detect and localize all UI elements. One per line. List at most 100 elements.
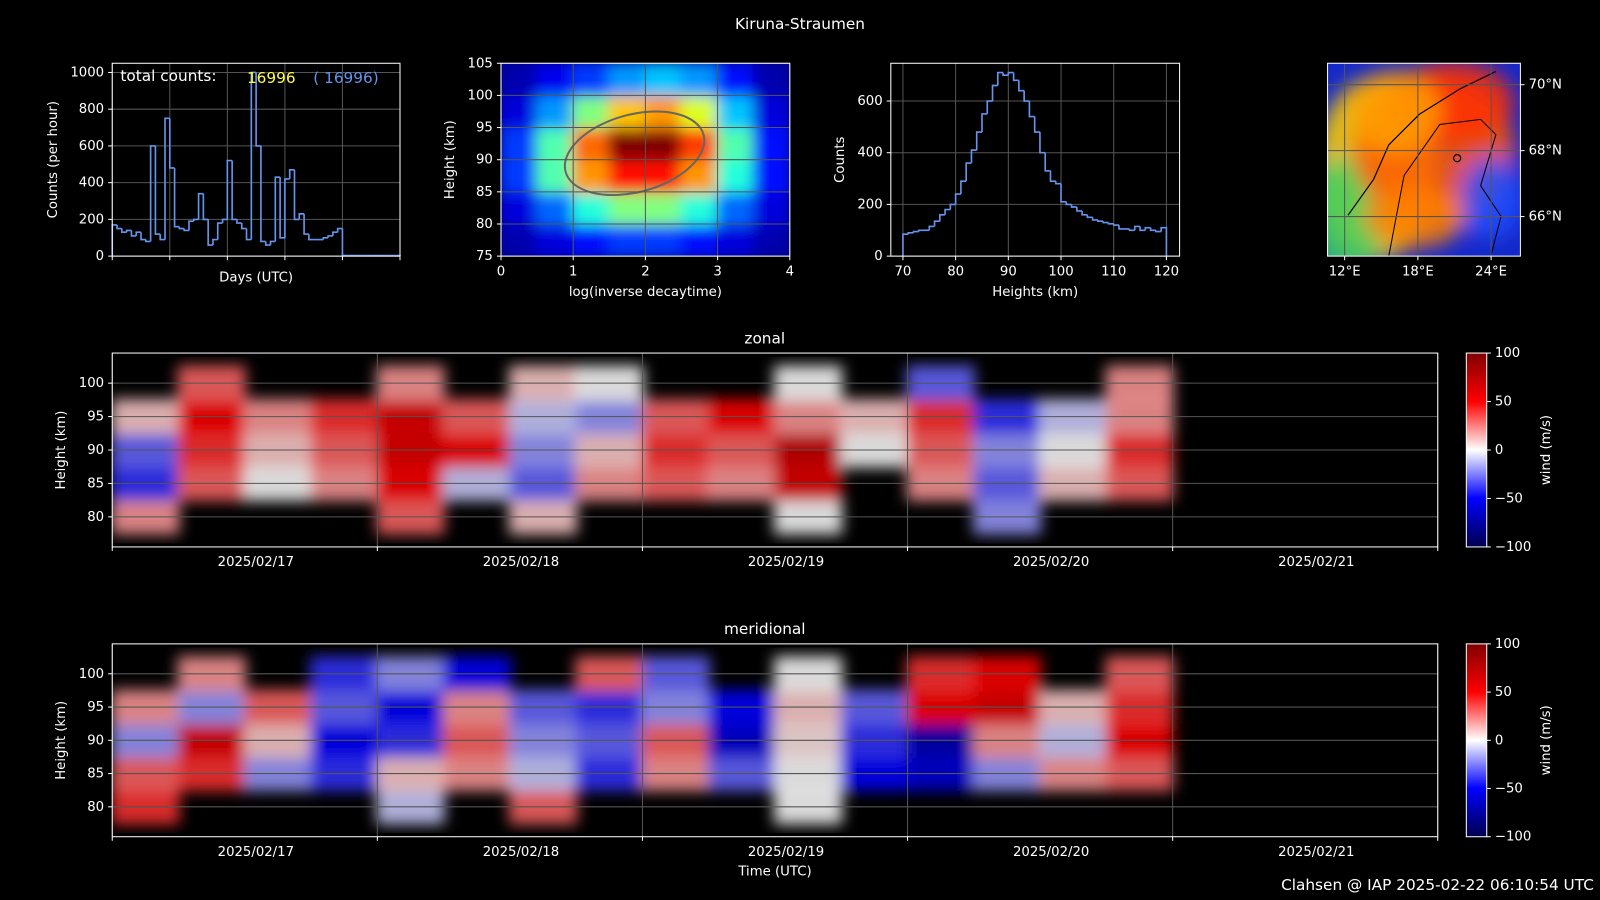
step: [245, 228, 252, 241]
step: [197, 192, 204, 220]
y-tick-label: 66°N: [1529, 210, 1562, 225]
x-tick-label: 2025/02/21: [1278, 845, 1354, 860]
y-tick-label: 1000: [70, 65, 104, 80]
colorbar: [1465, 352, 1488, 548]
y-tick-label: 85: [87, 476, 104, 491]
step: [274, 176, 281, 242]
cell: [501, 222, 539, 257]
step: [125, 229, 132, 233]
step: [269, 240, 276, 246]
y-tick-label: 0: [96, 249, 104, 264]
cell: [608, 222, 647, 257]
y-tick-label: 100: [468, 88, 493, 103]
cell: [501, 190, 539, 225]
step: [168, 118, 175, 169]
step: [1054, 181, 1062, 185]
cell: [572, 222, 611, 257]
step: [1049, 170, 1056, 182]
step: [1155, 230, 1162, 233]
plot-area: [1327, 63, 1521, 257]
step: [1012, 72, 1019, 82]
x-tick-label: 70: [894, 264, 911, 279]
x-tick-label: 24°E: [1475, 264, 1507, 279]
y-tick-label: 200: [857, 197, 882, 212]
step: [1102, 221, 1109, 224]
x-tick-label: 18°E: [1402, 264, 1434, 279]
x-tick-label: 1: [569, 264, 577, 279]
step: [260, 145, 266, 243]
x-tick-label: 2: [641, 264, 649, 279]
total-count-all: ( 16996): [313, 69, 378, 87]
cell: [716, 190, 755, 225]
step: [933, 220, 940, 227]
step: [327, 235, 333, 238]
colorbar-tick-label: 100: [1495, 346, 1520, 361]
step: [121, 228, 127, 234]
step: [149, 145, 156, 242]
y-tick-label: 600: [79, 139, 104, 154]
cell: [716, 126, 755, 161]
cell: [501, 158, 539, 193]
cell: [536, 158, 575, 193]
step: [183, 228, 189, 232]
x-axis-label: log(inverse decaytime): [569, 285, 722, 300]
colorbar-tick-label: −100: [1495, 830, 1531, 845]
step: [1097, 219, 1104, 223]
colorbar-label: wind (m/s): [1539, 415, 1554, 485]
step: [975, 131, 982, 151]
panel: 66°N 68°N 70°N 12°E 18°E 24°E: [1327, 62, 1562, 279]
step: [996, 71, 1004, 86]
y-tick-label: 800: [79, 102, 104, 117]
step: [173, 167, 180, 228]
y-tick-label: 90: [476, 153, 493, 168]
step: [1039, 132, 1046, 154]
y-tick-label: 100: [79, 667, 104, 682]
step: [960, 180, 967, 195]
y-tick-label: 600: [857, 94, 882, 109]
step: [1018, 80, 1025, 92]
step: [135, 231, 142, 236]
cell: [752, 222, 790, 257]
y-tick-label: 75: [476, 249, 493, 264]
step: [212, 238, 218, 246]
map-blob: [1349, 70, 1441, 153]
step: [303, 213, 309, 235]
colorbar-tick-label: −50: [1495, 491, 1523, 506]
step: [1133, 225, 1141, 231]
step: [1065, 201, 1072, 206]
cell: [536, 222, 575, 257]
y-tick-label: 200: [79, 212, 104, 227]
axes-frame: [890, 62, 1181, 257]
cell: [644, 190, 683, 225]
cell: [716, 94, 755, 129]
cell: [680, 63, 719, 97]
y-tick-label: 90: [87, 443, 104, 458]
step: [1033, 116, 1040, 133]
cell: [644, 222, 683, 257]
x-tick-label: 2025/02/20: [1013, 555, 1089, 570]
cell: [536, 63, 575, 97]
colorbar-tick-label: 50: [1495, 395, 1512, 410]
cell: [608, 190, 647, 225]
step: [1107, 222, 1114, 225]
step: [178, 226, 185, 230]
coastline: [1347, 70, 1497, 216]
colorbar-label: wind (m/s): [1539, 705, 1554, 775]
step: [332, 231, 338, 236]
step: [1128, 228, 1135, 232]
step: [188, 220, 194, 231]
cell: [716, 158, 755, 193]
panel: 0 200 400 600 70 80 90 100 110 120 Heights (km) Cou…: [833, 62, 1181, 300]
x-tick-label: 2025/02/19: [748, 555, 824, 570]
step: [981, 113, 988, 133]
cell: [501, 94, 539, 129]
step: [902, 233, 909, 257]
step: [116, 224, 122, 230]
cell: [608, 158, 647, 193]
step: [939, 213, 946, 222]
step: [288, 168, 295, 179]
step: [216, 222, 223, 240]
y-tick-label: 105: [468, 56, 493, 71]
cell: [644, 63, 683, 97]
x-axis-label: Time (UTC): [737, 864, 811, 879]
